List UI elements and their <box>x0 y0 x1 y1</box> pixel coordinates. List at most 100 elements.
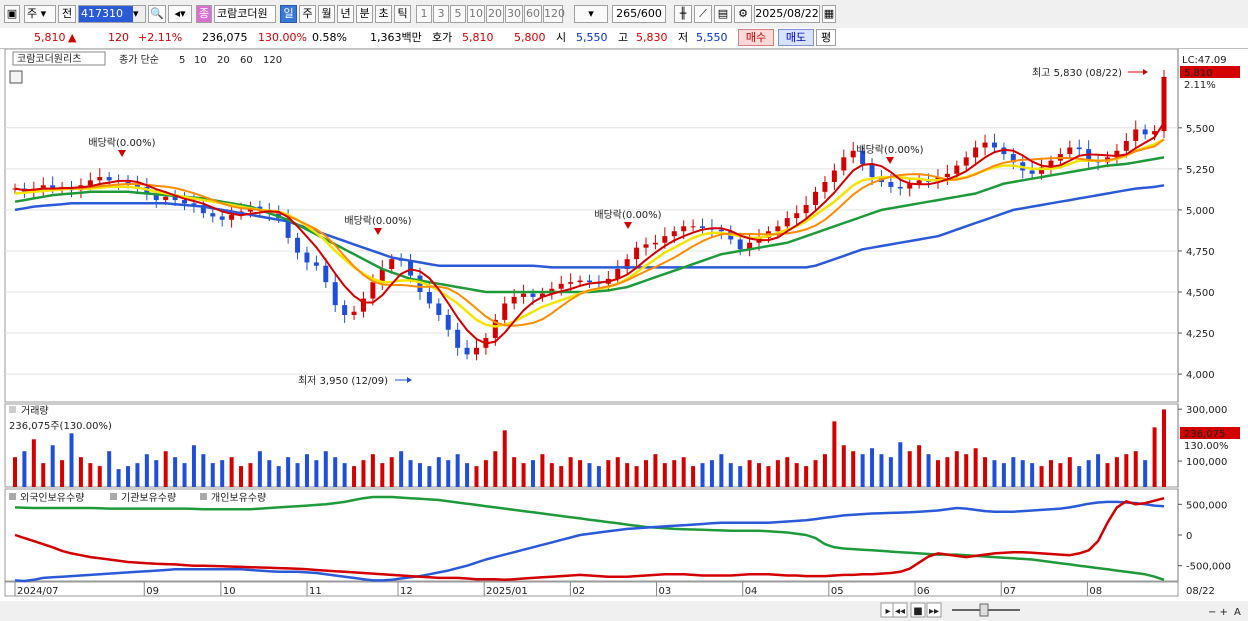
volume-bar <box>691 466 696 487</box>
zoom-handle <box>979 603 989 617</box>
x-label: 12 <box>400 586 413 597</box>
candle-body <box>1048 160 1054 168</box>
price-tick-label: 5,500 <box>1186 124 1215 135</box>
candle-body <box>323 265 329 283</box>
candle-body <box>671 231 677 237</box>
ma-legend-20: 20 <box>217 55 230 66</box>
extra-button[interactable]: 평 <box>816 29 836 46</box>
candle-body <box>97 177 103 181</box>
date-field[interactable]: 2025/08/22 <box>754 5 820 23</box>
timeframe-0[interactable]: 일 <box>280 5 297 23</box>
volume-bar <box>408 460 413 487</box>
candle-body <box>794 213 800 219</box>
x-label: 2025/01 <box>486 586 528 597</box>
volume-bar <box>662 463 667 487</box>
holdings-tick-label: 0 <box>1186 531 1192 542</box>
candle-body <box>1123 140 1129 151</box>
volume-bar <box>41 463 46 487</box>
volume-bar <box>191 445 196 487</box>
candle-body <box>257 206 263 210</box>
candle-body <box>897 186 903 189</box>
timeframe-3[interactable]: 년 <box>337 5 354 23</box>
interval-dropdown[interactable]: ▾ <box>574 5 608 23</box>
volume-bar <box>794 463 799 487</box>
chart-menu-icon[interactable]: ▣ <box>4 5 20 23</box>
ma5-line <box>14 122 1165 345</box>
volume-bar <box>1048 460 1053 487</box>
interval-3[interactable]: 3 <box>433 5 449 23</box>
holdings-legend-1: 기관보유수량 <box>121 492 176 504</box>
low-label: 저 <box>678 31 689 44</box>
candle-body <box>982 142 988 148</box>
stock-code-input[interactable]: 417310 ▾ <box>78 5 146 23</box>
candle-icon[interactable]: ╫ <box>674 5 692 23</box>
sell-button[interactable]: 매도 <box>778 29 814 46</box>
volume-bar <box>446 460 451 487</box>
volume-bar <box>709 460 714 487</box>
timeframe-5[interactable]: 초 <box>375 5 392 23</box>
scroll-button-2 <box>910 602 926 618</box>
x-label: 03 <box>659 586 672 597</box>
candle-body <box>417 275 423 292</box>
search-icon[interactable]: 🔍 <box>148 5 166 23</box>
candle-body <box>831 170 837 182</box>
prefix-button[interactable]: 전 <box>58 5 76 23</box>
stock-legend-box <box>12 51 106 66</box>
scroll-icon-3: ▸▸ <box>929 606 939 617</box>
interval-30[interactable]: 30 <box>505 5 523 23</box>
high-arrow-head <box>1143 69 1148 75</box>
volume-bar <box>163 451 168 487</box>
period-type-select[interactable]: 주 ▾ <box>24 5 56 23</box>
sound-icon[interactable]: ◂▾ <box>168 5 192 23</box>
timeframe-1[interactable]: 주 <box>299 5 316 23</box>
candle-body <box>587 280 592 283</box>
volume-bar <box>276 466 281 487</box>
draw-icon[interactable]: ⟋ <box>694 5 712 23</box>
volume-bar <box>257 451 262 487</box>
volume-bar <box>1020 460 1025 487</box>
volume-bar <box>926 454 931 487</box>
candle-body <box>445 314 451 330</box>
interval-20[interactable]: 20 <box>486 5 504 23</box>
volume-bar <box>568 457 573 487</box>
timeframe-6[interactable]: 틱 <box>394 5 411 23</box>
volume-bar <box>436 457 441 487</box>
candle-body <box>191 203 197 205</box>
high-label: 최고 5,830 (08/22) <box>1032 67 1122 79</box>
scroll-icon-0: ▸ <box>885 606 890 617</box>
volume-bar <box>578 460 583 487</box>
volume-bar <box>229 457 234 487</box>
interval-60[interactable]: 60 <box>524 5 542 23</box>
x-label: 06 <box>917 586 930 597</box>
candle-body <box>521 293 527 297</box>
count-field[interactable]: 265/600 <box>612 5 666 23</box>
interval-1[interactable]: 1 <box>416 5 432 23</box>
candle-body <box>747 242 753 250</box>
candle-body <box>662 236 668 243</box>
buy-button[interactable]: 매수 <box>738 29 774 46</box>
volume-bar <box>380 463 385 487</box>
x-label: 07 <box>1003 586 1016 597</box>
timeframe-4[interactable]: 분 <box>356 5 373 23</box>
volume-bar <box>107 451 112 487</box>
candle-body <box>1076 147 1082 150</box>
ex-dividend-marker <box>624 222 632 229</box>
calendar-icon[interactable]: ▦ <box>822 5 836 23</box>
ma120-line <box>14 184 1165 269</box>
interval-10[interactable]: 10 <box>467 5 485 23</box>
scroll-icon-1: ◂◂ <box>895 606 905 617</box>
timeframe-2[interactable]: 월 <box>318 5 335 23</box>
candle-body <box>784 218 790 227</box>
save-icon[interactable]: ▤ <box>714 5 732 23</box>
x-label: 10 <box>223 586 236 597</box>
gear-icon[interactable]: ⚙ <box>734 5 752 23</box>
interval-120[interactable]: 120 <box>543 5 565 23</box>
low-arrow-head <box>407 377 412 383</box>
chart-area[interactable]: 5,500 5,250 5,000 4,750 4,500 4,250 4,000 코람코더원… <box>0 49 1248 621</box>
interval-5[interactable]: 5 <box>450 5 466 23</box>
volume-bar <box>1105 463 1110 487</box>
volume-bar <box>615 457 620 487</box>
change-value: 120 <box>108 31 129 44</box>
zoom-buttons: − + <box>1208 607 1228 618</box>
